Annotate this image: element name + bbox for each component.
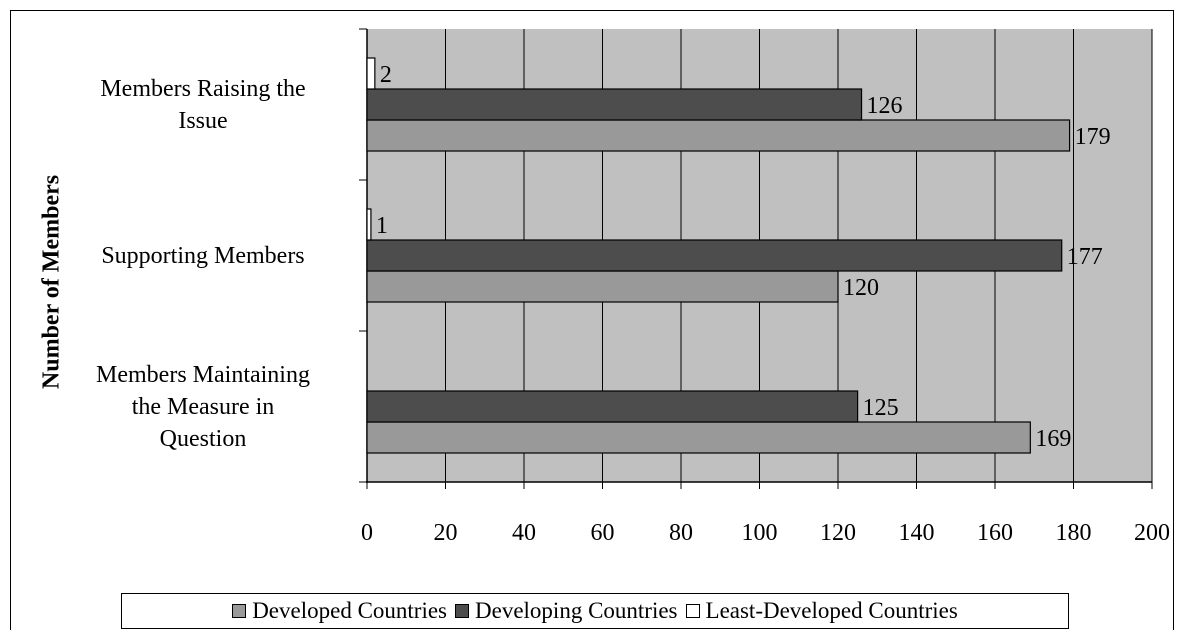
legend-label: Developed Countries — [252, 598, 448, 623]
bar — [366, 57, 376, 90]
bar — [366, 208, 372, 241]
legend-swatch — [232, 604, 247, 618]
category-label: Members Maintaining the Measure in Questio… — [63, 359, 343, 455]
legend-item: Developing Countries — [455, 598, 678, 624]
bar — [366, 88, 863, 121]
legend-label: Least-Developed Countries — [705, 598, 958, 623]
category-label-line: Question — [159, 425, 247, 452]
category-label-line: Members Raising the — [100, 75, 306, 102]
data-label: 2 — [380, 62, 392, 88]
x-tick-label: 40 — [512, 520, 536, 546]
data-label: 179 — [1075, 124, 1111, 150]
data-label: 125 — [863, 395, 899, 421]
x-tick-label: 100 — [742, 520, 778, 546]
bar — [366, 390, 859, 423]
x-tick-label: 0 — [361, 520, 373, 546]
x-tick-label: 120 — [820, 520, 856, 546]
category-label: Supporting Members — [63, 240, 343, 272]
data-label: 126 — [867, 93, 903, 119]
data-label: 177 — [1067, 244, 1103, 270]
bar — [366, 270, 839, 303]
category-label-line: Issue — [178, 107, 228, 134]
legend-item: Developed Countries — [232, 598, 447, 624]
bar — [366, 119, 1071, 152]
x-tick-label: 200 — [1134, 520, 1170, 546]
category-label-line: the Measure in — [131, 393, 275, 420]
data-label: 1 — [376, 213, 388, 239]
chart-frame — [10, 10, 1174, 630]
x-tick-label: 60 — [591, 520, 615, 546]
legend: Developed Countries Developing Countries L… — [121, 593, 1069, 629]
data-labels: 179 126 2 120 177 1 169 125 — [376, 62, 1111, 452]
category-label-line: Members Maintaining — [96, 361, 310, 388]
x-tick-label: 160 — [977, 520, 1013, 546]
x-tick-label: 140 — [899, 520, 935, 546]
legend-item: Least-Developed Countries — [685, 598, 958, 624]
x-tick-label: 80 — [669, 520, 693, 546]
category-label: Members Raising the Issue — [63, 73, 343, 137]
x-tick-label: 20 — [434, 520, 458, 546]
x-tick-label: 180 — [1056, 520, 1092, 546]
legend-swatch — [685, 604, 700, 618]
legend-label: Developing Countries — [475, 598, 678, 623]
x-tick-labels: 0 20 40 60 80 100 120 140 160 180 200 — [361, 520, 1170, 546]
data-label: 120 — [843, 275, 879, 301]
y-axis-title: Number of Members — [38, 174, 65, 390]
data-label: 169 — [1035, 426, 1071, 452]
bar — [366, 421, 1031, 454]
category-label-line: Supporting Members — [101, 242, 305, 269]
legend-swatch — [455, 604, 470, 618]
bar — [366, 239, 1063, 272]
bars — [366, 57, 1071, 454]
